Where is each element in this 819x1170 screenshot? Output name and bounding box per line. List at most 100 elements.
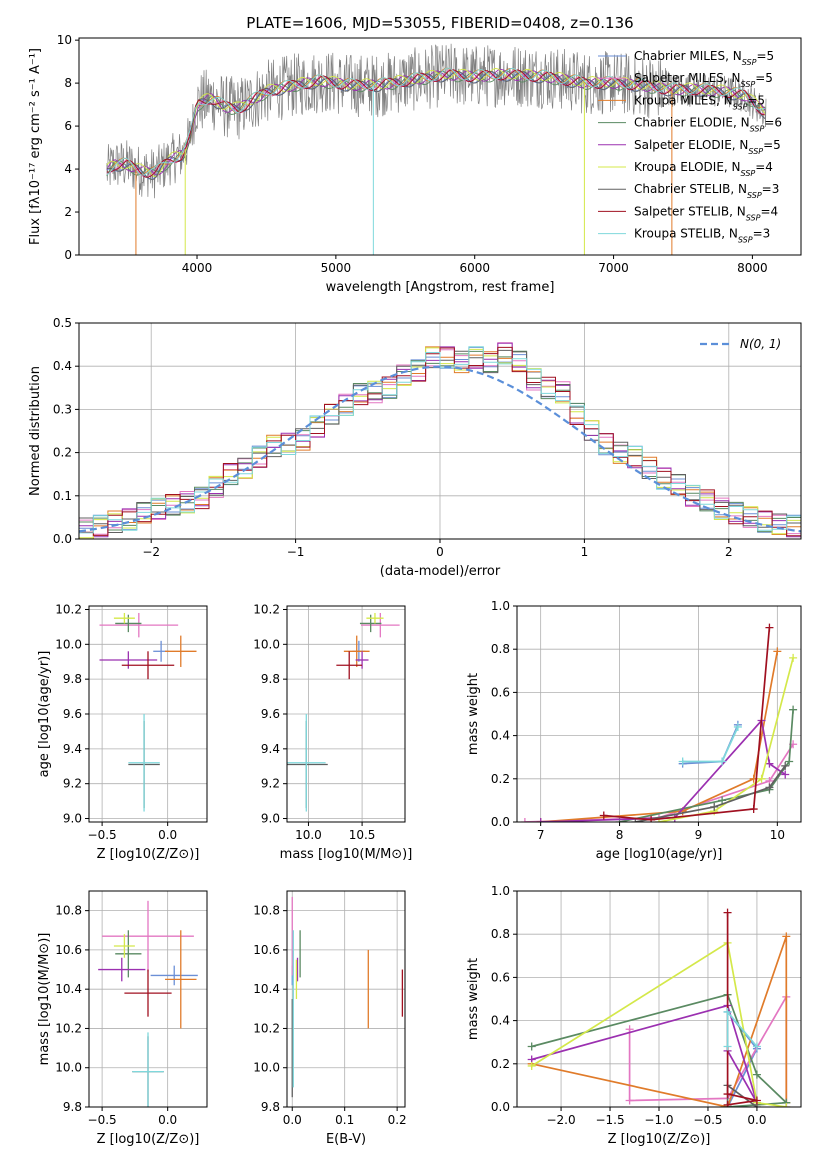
y-tick-label: 10.2 xyxy=(55,1021,82,1035)
model-line-4 xyxy=(106,68,766,176)
y-axis-label: mass [log10(M/M⊙)] xyxy=(37,933,52,1066)
series-marker xyxy=(752,1070,761,1079)
x-axis-label: (data-model)/error xyxy=(380,564,501,579)
series-marker xyxy=(749,805,758,814)
y-tick-label: 10.6 xyxy=(253,943,280,957)
model-line-6 xyxy=(106,70,766,180)
series-marker xyxy=(765,783,774,792)
y-tick-label: 9.4 xyxy=(63,742,82,756)
x-tick-label: 2 xyxy=(725,545,733,559)
series-marker xyxy=(718,796,727,805)
y-tick-label: 10.2 xyxy=(253,1021,280,1035)
series-line-2 xyxy=(531,936,788,1107)
x-tick-label: −2.0 xyxy=(546,1113,575,1127)
x-tick-label: 0.0 xyxy=(747,1113,766,1127)
model-line-5 xyxy=(106,67,766,177)
axes-frame xyxy=(516,890,802,1108)
x-tick-label: −1 xyxy=(287,545,305,559)
series-marker xyxy=(723,1100,732,1107)
plot-area xyxy=(106,43,767,255)
panel-residuals: −2 −1 0 1 2 0.0 0.1 0.2 0.3 0.4 0.5 (data-model)/er… xyxy=(28,316,802,579)
series-line-3 xyxy=(619,709,794,822)
histogram-8 xyxy=(79,346,801,539)
panel-age_vs_Z: −0.5 0.0 9.0 9.2 9.4 9.6 9.8 10.0 10.2 Z [log10(Z… xyxy=(37,602,208,862)
y-tick-label: 10.0 xyxy=(55,1061,82,1075)
x-tick-label: 0 xyxy=(436,545,444,559)
series-line-7 xyxy=(603,627,771,821)
y-axis-label: Flux [fλ10⁻¹⁷ erg cm⁻² s⁻¹ A⁻¹] xyxy=(28,48,43,245)
series-marker xyxy=(723,1042,732,1051)
series-marker xyxy=(782,1103,791,1107)
series-marker xyxy=(785,757,794,766)
y-tick-label: 0.8 xyxy=(491,642,510,656)
y-tick-label: 9.0 xyxy=(261,812,280,826)
series-marker xyxy=(765,759,774,768)
x-tick-label: 10.0 xyxy=(295,828,322,842)
x-axis-label: Z [log10(Z/Z⊙)] xyxy=(97,1132,200,1147)
plot-area xyxy=(291,896,404,1098)
y-tick-label: 0.0 xyxy=(491,815,510,829)
x-tick-label: −1.0 xyxy=(644,1113,673,1127)
y-axis-label: mass weight xyxy=(466,958,481,1040)
panel-spectrum: 4000 5000 6000 7000 8000 0 2 4 6 8 10 wavelength [A… xyxy=(28,33,802,295)
plot-area xyxy=(527,908,791,1107)
y-tick-label: 9.6 xyxy=(63,707,82,721)
y-tick-label: 10.8 xyxy=(55,904,82,918)
y-tick-label: 9.0 xyxy=(63,812,82,826)
series-marker xyxy=(723,1007,732,1016)
y-tick-label: 0.2 xyxy=(491,1057,510,1071)
x-axis-label: age [log10(age/yr)] xyxy=(596,847,723,862)
series-line-5 xyxy=(658,657,794,822)
legend-entry: N(0, 1) xyxy=(740,337,781,351)
series-line-1 xyxy=(524,743,794,822)
panel-mass_vs_EBV: 0.0 0.1 0.2 9.8 10.0 10.2 10.4 10.6 10.8 E(B-V) xyxy=(253,890,407,1147)
panel-age_vs_mass: 10.0 10.5 9.0 9.2 9.4 9.6 9.8 10.0 10.2 mass [log… xyxy=(253,602,412,862)
y-tick-label: 0.4 xyxy=(491,729,510,743)
y-axis-label: mass weight xyxy=(466,673,481,755)
x-tick-label: −2 xyxy=(142,545,160,559)
x-tick-label: 0.0 xyxy=(158,828,177,842)
y-tick-label: 1.0 xyxy=(491,599,510,613)
y-tick-label: 6 xyxy=(64,119,72,133)
panel-mass_vs_Z: −0.5 0.0 9.8 10.0 10.2 10.4 10.6 10.8 Z [log10(Z… xyxy=(37,890,208,1147)
series-line-5 xyxy=(531,941,787,1107)
axes-frame xyxy=(78,322,802,540)
x-tick-label: 6000 xyxy=(459,261,490,275)
y-tick-label: 0.4 xyxy=(53,359,72,373)
y-tick-label: 10.4 xyxy=(55,982,82,996)
normal-curve xyxy=(79,365,801,533)
series-marker xyxy=(527,1042,536,1051)
y-tick-label: 0.6 xyxy=(491,685,510,699)
x-tick-label: 4000 xyxy=(182,261,213,275)
series-marker xyxy=(773,647,782,656)
y-tick-label: 10.2 xyxy=(253,602,280,616)
y-tick-label: 8 xyxy=(64,76,72,90)
series-marker xyxy=(781,761,790,770)
series-marker xyxy=(789,705,798,714)
y-tick-label: 9.8 xyxy=(63,672,82,686)
series-marker xyxy=(733,722,742,731)
legend: Chabrier MILES, NSSP=5 Salpeter MILES, NS… xyxy=(598,49,782,244)
y-axis-label: age [log10(age/yr)] xyxy=(37,651,52,778)
series-marker xyxy=(765,623,774,632)
legend-entry: Kroupa ELODIE, NSSP=4 xyxy=(634,160,773,178)
series-marker xyxy=(536,818,545,822)
series-marker xyxy=(710,802,719,811)
y-tick-label: 0.2 xyxy=(491,772,510,786)
panel-massweight_vs_age: 7 8 9 10 0.0 0.2 0.4 0.6 0.8 1.0 age [log10(age/yr… xyxy=(466,599,802,862)
axes-frame xyxy=(516,605,802,823)
y-tick-label: 10 xyxy=(57,33,72,47)
panel-massweight_vs_Z: −2.0 −1.5 −1.0 −0.5 0.0 0.0 0.2 0.4 0.6 0.8 1.0 Z [… xyxy=(466,884,802,1147)
x-tick-label: 0.1 xyxy=(335,1113,354,1127)
plot-area xyxy=(79,342,801,539)
x-tick-label: 1 xyxy=(581,545,589,559)
series-marker xyxy=(625,1096,634,1105)
x-tick-label: 10 xyxy=(770,828,785,842)
y-tick-label: 0.1 xyxy=(53,489,72,503)
y-tick-label: 2 xyxy=(64,205,72,219)
series-marker xyxy=(782,932,791,941)
series-marker xyxy=(631,818,640,822)
y-tick-label: 1.0 xyxy=(491,884,510,898)
series-marker xyxy=(781,770,790,779)
